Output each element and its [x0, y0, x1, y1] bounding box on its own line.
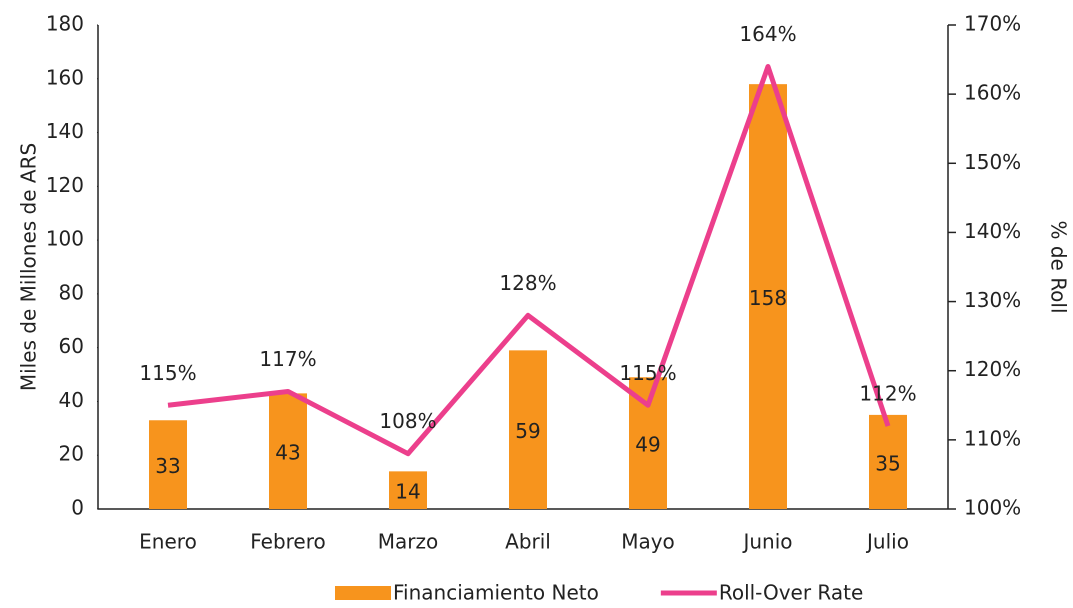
bar-value-label: 158 — [749, 286, 787, 310]
y2-tick-label: 120% — [964, 357, 1021, 381]
bar — [149, 420, 187, 509]
y-tick-label: 160 — [46, 65, 84, 89]
y-tick-label: 60 — [59, 334, 84, 358]
y-tick-label: 40 — [59, 388, 84, 412]
bar-value-label: 33 — [155, 454, 180, 478]
x-tick-label: Mayo — [621, 530, 675, 554]
line-value-label: 164% — [739, 22, 796, 46]
y2-tick-label: 100% — [964, 496, 1021, 520]
legend-label: Financiamiento Neto — [393, 581, 599, 605]
x-tick-label: Enero — [139, 530, 197, 554]
y2-tick-label: 130% — [964, 288, 1021, 312]
line-value-label: 115% — [619, 361, 676, 385]
y-tick-label: 80 — [59, 280, 84, 304]
bar-value-label: 43 — [275, 441, 300, 465]
line-value-label: 128% — [499, 271, 556, 295]
y-tick-label: 120 — [46, 173, 84, 197]
y2-tick-label: 110% — [964, 426, 1021, 450]
bar-value-label: 49 — [635, 433, 660, 457]
y-tick-label: 180 — [46, 12, 84, 36]
x-tick-label: Julio — [865, 530, 909, 554]
y-axis-title: Miles de Millones de ARS — [17, 143, 41, 391]
y2-axis-title: % de Roll — [1047, 220, 1071, 313]
y2-tick-label: 140% — [964, 219, 1021, 243]
y2-tick-label: 150% — [964, 150, 1021, 174]
line — [167, 63, 891, 457]
y2-tick-label: 170% — [964, 12, 1021, 36]
bar-value-label: 35 — [875, 451, 900, 475]
legend-swatch — [335, 586, 391, 600]
x-tick-label: Febrero — [250, 530, 326, 554]
bar — [509, 350, 547, 509]
y-tick-label: 0 — [71, 496, 84, 520]
bar-value-label: 14 — [395, 480, 420, 504]
x-tick-label: Marzo — [378, 530, 438, 554]
line-value-label: 115% — [139, 361, 196, 385]
x-tick-label: Junio — [741, 530, 792, 554]
y-tick-label: 140 — [46, 119, 84, 143]
bar-value-label: 59 — [515, 419, 540, 443]
bar — [389, 471, 427, 509]
legend-label: Roll-Over Rate — [719, 581, 863, 605]
y-tick-label: 20 — [59, 442, 84, 466]
line-value-label: 117% — [259, 347, 316, 371]
bar — [749, 84, 787, 510]
bar — [869, 414, 907, 509]
bar — [269, 393, 307, 509]
line-value-label: 108% — [379, 409, 436, 433]
line-value-label: 112% — [859, 382, 916, 406]
y2-tick-label: 160% — [964, 81, 1021, 105]
x-tick-label: Abril — [505, 530, 551, 554]
y-tick-label: 100 — [46, 227, 84, 251]
